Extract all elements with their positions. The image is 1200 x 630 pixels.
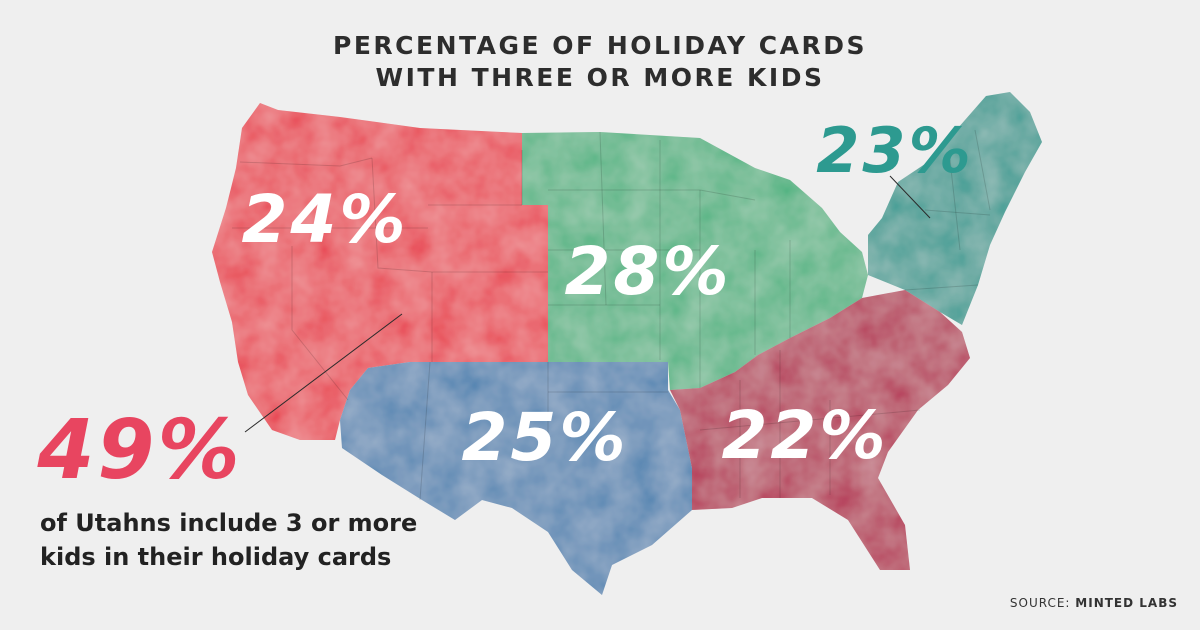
title-line-1: PERCENTAGE OF HOLIDAY CARDS	[333, 31, 867, 60]
utah-caption: of Utahns include 3 or more kids in thei…	[40, 506, 460, 574]
region-southeast	[670, 290, 970, 570]
chart-title: PERCENTAGE OF HOLIDAY CARDS WITH THREE O…	[0, 30, 1200, 94]
label-southwest: 25%	[462, 399, 629, 476]
region-northeast	[868, 92, 1042, 325]
source-credit: SOURCE: MINTED LABS	[1010, 596, 1178, 610]
source-name: MINTED LABS	[1075, 596, 1178, 610]
title-line-2: WITH THREE OR MORE KIDS	[375, 63, 825, 92]
region-southwest	[340, 362, 692, 595]
caption-line-1: of Utahns include 3 or more	[40, 509, 418, 537]
state-borders	[232, 129, 991, 501]
northeast-leader-line	[889, 175, 931, 219]
source-label: SOURCE:	[1009, 596, 1071, 610]
region-west	[212, 103, 548, 440]
label-west: 24%	[242, 181, 409, 258]
utah-highlight-value: 49%	[36, 403, 242, 498]
region-midwest	[522, 132, 868, 390]
utah-leader-line	[244, 313, 403, 433]
caption-line-2: kids in their holiday cards	[40, 543, 392, 571]
label-northeast: 23%	[816, 114, 973, 187]
label-midwest: 28%	[565, 233, 732, 310]
label-southeast: 22%	[722, 397, 889, 474]
